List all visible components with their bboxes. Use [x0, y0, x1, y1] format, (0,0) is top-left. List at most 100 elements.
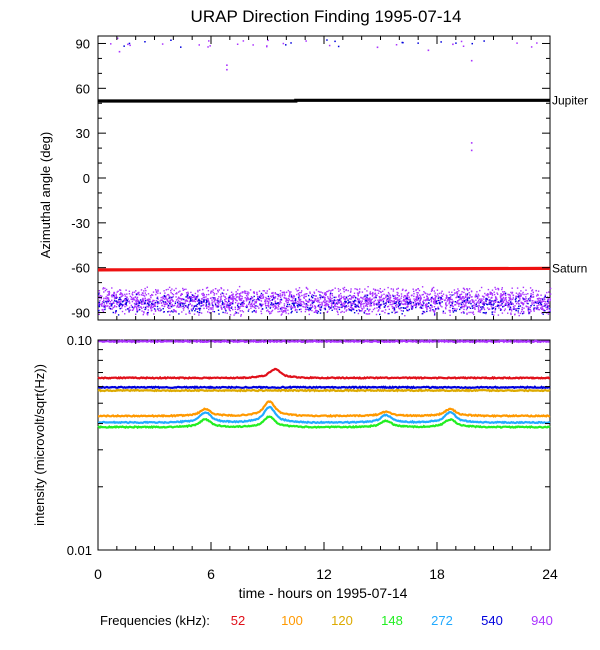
scatter-point	[285, 44, 287, 46]
scatter-point	[512, 294, 514, 297]
scatter-point	[526, 300, 528, 302]
scatter-point	[175, 299, 178, 301]
scatter-point	[458, 296, 460, 299]
scatter-point	[389, 298, 391, 300]
scatter-point	[120, 299, 122, 301]
scatter-point	[120, 295, 123, 297]
bottom-ylabel: intensity (microvolt/sqrt(Hz))	[32, 364, 47, 526]
scatter-point	[304, 293, 306, 295]
scatter-point	[267, 298, 270, 300]
scatter-point	[462, 311, 465, 313]
scatter-point	[210, 307, 213, 309]
scatter-point	[247, 291, 249, 293]
scatter-point	[479, 289, 481, 292]
scatter-point	[341, 304, 343, 307]
scatter-point	[332, 289, 334, 291]
scatter-point	[170, 291, 172, 294]
scatter-point	[121, 310, 124, 313]
scatter-point	[144, 287, 146, 290]
scatter-point	[212, 289, 214, 291]
scatter-point	[169, 314, 171, 316]
scatter-point	[378, 296, 381, 298]
scatter-point	[439, 305, 442, 307]
scatter-point	[449, 294, 451, 296]
scatter-point	[279, 299, 281, 301]
scatter-point	[179, 304, 181, 306]
scatter-point	[171, 306, 173, 308]
scatter-point	[539, 302, 542, 304]
scatter-point	[114, 305, 116, 307]
scatter-point	[103, 305, 105, 307]
scatter-point	[104, 289, 107, 292]
scatter-point	[254, 305, 256, 307]
scatter-point	[396, 297, 399, 299]
scatter-point	[167, 293, 170, 296]
scatter-point	[205, 305, 207, 307]
scatter-point	[361, 297, 363, 299]
scatter-point	[159, 307, 161, 310]
scatter-point	[233, 298, 235, 300]
scatter-point	[326, 303, 328, 306]
scatter-point	[398, 295, 400, 297]
scatter-point	[409, 300, 411, 302]
scatter-point	[452, 307, 454, 310]
scatter-point	[165, 302, 167, 304]
scatter-point	[344, 298, 346, 301]
scatter-point	[181, 293, 183, 295]
scatter-point	[235, 298, 237, 300]
scatter-point	[366, 308, 369, 310]
scatter-point	[448, 298, 450, 300]
scatter-point	[328, 306, 330, 308]
scatter-point	[415, 306, 417, 309]
scatter-point	[132, 298, 134, 300]
scatter-point	[248, 303, 250, 306]
scatter-point	[520, 302, 523, 304]
scatter-point	[206, 298, 209, 300]
scatter-point	[317, 290, 320, 293]
scatter-point	[512, 298, 514, 301]
scatter-point	[448, 301, 451, 303]
scatter-point	[478, 299, 480, 302]
scatter-point	[334, 296, 337, 299]
scatter-point	[265, 302, 267, 304]
scatter-point	[132, 309, 134, 311]
scatter-point	[352, 300, 355, 303]
scatter-point	[294, 308, 297, 311]
scatter-point	[152, 291, 155, 293]
scatter-point	[315, 295, 317, 297]
scatter-point	[293, 303, 295, 306]
scatter-point	[135, 290, 137, 292]
scatter-point	[308, 307, 310, 309]
scatter-point	[242, 301, 244, 304]
scatter-point	[239, 307, 241, 309]
scatter-point	[517, 293, 519, 295]
scatter-point	[232, 294, 234, 296]
scatter-point	[175, 287, 177, 290]
scatter-point	[147, 293, 150, 295]
scatter-point	[241, 302, 243, 304]
scatter-point	[486, 295, 489, 297]
scatter-point	[405, 302, 407, 305]
scatter-point	[325, 301, 327, 303]
scatter-point	[392, 295, 395, 297]
scatter-point	[546, 306, 549, 308]
scatter-point	[244, 297, 246, 299]
scatter-point	[141, 307, 143, 309]
scatter-point	[161, 296, 164, 298]
scatter-point	[502, 300, 505, 302]
scatter-point	[368, 310, 370, 312]
scatter-point	[257, 296, 259, 298]
scatter-point	[315, 298, 317, 300]
scatter-point	[402, 310, 404, 312]
scatter-point	[354, 305, 357, 308]
scatter-point	[364, 305, 367, 307]
scatter-point	[281, 313, 283, 315]
scatter-point	[422, 310, 424, 313]
scatter-point	[142, 294, 144, 296]
scatter-point	[179, 301, 181, 303]
scatter-point	[520, 294, 522, 296]
scatter-point	[357, 305, 359, 308]
scatter-point	[339, 301, 341, 303]
scatter-point	[324, 297, 326, 299]
scatter-point	[440, 41, 442, 43]
